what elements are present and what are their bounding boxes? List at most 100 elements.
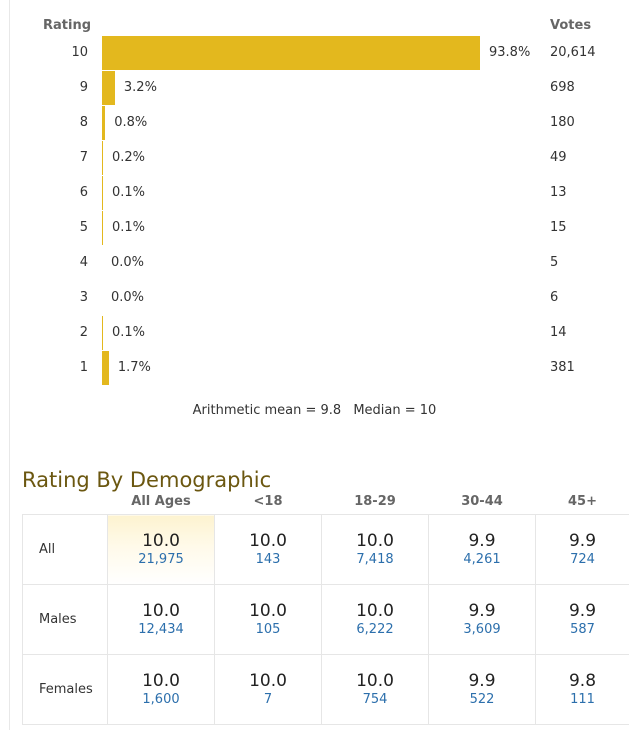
rating-value: 5 — [79, 220, 88, 235]
rating-votes: 15 — [550, 220, 567, 235]
demographic-score: 9.8 — [568, 671, 597, 691]
rating-percent: 0.2% — [112, 150, 146, 165]
demographic-cell: 10.0 754 — [321, 654, 429, 725]
demographic-cell: 10.0 143 — [214, 514, 322, 585]
demographic-vote-count-link[interactable]: 7 — [263, 692, 273, 707]
histogram-row: 3 0.0% 6 — [0, 280, 629, 315]
median: Median = 10 — [353, 403, 437, 418]
demographic-vote-count-link[interactable]: 105 — [255, 622, 281, 637]
demographic-score: 10.0 — [249, 531, 287, 551]
demographic-table: All Ages <18 18-29 30-44 45+ All 10.0 21,9… — [22, 488, 629, 725]
histogram-row: 7 0.2% 49 — [0, 140, 629, 175]
histogram-row: 8 0.8% 180 — [0, 105, 629, 140]
demographic-row-label: Females — [22, 654, 108, 725]
rating-votes: 180 — [550, 115, 575, 130]
left-edge-rule — [9, 0, 10, 730]
arithmetic-mean: Arithmetic mean = 9.8 — [192, 403, 342, 418]
rating-value: 9 — [79, 80, 88, 95]
demographic-section-title: Rating By Demographic — [22, 468, 272, 493]
histogram-row: 10 93.8% 20,614 — [0, 35, 629, 70]
rating-votes: 6 — [550, 290, 559, 305]
demographic-row: All 10.0 21,975 10.0 143 10.0 7,418 9.9 4,261 9.9… — [22, 514, 629, 585]
demographic-score: 9.9 — [468, 671, 496, 691]
demographic-cell: 9.9 3,609 — [428, 584, 536, 655]
column-header-18-29: 18-29 — [354, 493, 396, 509]
demographic-score: 10.0 — [356, 531, 394, 551]
demographic-vote-count-link[interactable]: 1,600 — [142, 692, 180, 707]
demographic-vote-count-link[interactable]: 111 — [570, 692, 595, 707]
demographic-vote-count-link[interactable]: 143 — [255, 552, 281, 567]
rating-votes: 5 — [550, 255, 559, 270]
demographic-row-label: Males — [22, 584, 108, 655]
rating-bar — [102, 176, 103, 210]
demographic-vote-count-link[interactable]: 3,609 — [463, 622, 501, 637]
demographic-cell: 10.0 105 — [214, 584, 322, 655]
rating-value: 2 — [79, 325, 88, 340]
demographic-cell: 10.0 1,600 — [107, 654, 215, 725]
demographic-vote-count-link[interactable]: 7,418 — [356, 552, 394, 567]
demographic-vote-count-link[interactable]: 587 — [570, 622, 595, 637]
demographic-cell: 10.0 6,222 — [321, 584, 429, 655]
demographic-score: 10.0 — [142, 531, 180, 551]
rating-percent: 0.1% — [112, 220, 146, 235]
rating-stats: Arithmetic mean = 9.8 Median = 10 — [0, 403, 629, 418]
demographic-row-label: All — [22, 514, 108, 585]
rating-votes: 13 — [550, 185, 567, 200]
demographic-score: 10.0 — [142, 601, 180, 621]
rating-bar — [102, 351, 109, 385]
rating-value: 3 — [79, 290, 88, 305]
rating-column-header: Rating — [43, 18, 92, 33]
rating-votes: 49 — [550, 150, 567, 165]
rating-votes: 20,614 — [550, 45, 596, 60]
rating-bar — [102, 141, 103, 175]
demographic-vote-count-link[interactable]: 4,261 — [463, 552, 501, 567]
demographic-vote-count-link[interactable]: 12,434 — [138, 622, 184, 637]
demographic-score: 9.9 — [568, 601, 597, 621]
rating-votes: 381 — [550, 360, 575, 375]
rating-percent: 3.2% — [123, 80, 157, 95]
demographic-vote-count-link[interactable]: 21,975 — [138, 552, 184, 567]
corner-cell — [23, 488, 108, 515]
rating-bar — [102, 106, 106, 140]
demographic-header-row: All Ages <18 18-29 30-44 45+ — [23, 488, 629, 515]
column-header-45-plus: 45+ — [568, 493, 597, 509]
column-header-30-44: 30-44 — [461, 493, 503, 509]
rating-bar — [102, 211, 103, 245]
votes-column-header: Votes — [550, 18, 592, 33]
demographic-vote-count-link[interactable]: 6,222 — [356, 622, 394, 637]
demographic-vote-count-link[interactable]: 754 — [362, 692, 388, 707]
rating-percent: 0.0% — [111, 290, 145, 305]
rating-bar — [102, 36, 480, 70]
demographic-row: Males 10.0 12,434 10.0 105 10.0 6,222 9.9 3,609 9… — [22, 584, 629, 655]
demographic-cell: 10.0 12,434 — [107, 584, 215, 655]
rating-value: 8 — [79, 115, 88, 130]
rating-value: 4 — [79, 255, 88, 270]
rating-value: 1 — [79, 360, 88, 375]
demographic-score: 10.0 — [249, 671, 287, 691]
rating-votes: 14 — [550, 325, 567, 340]
demographic-vote-count-link[interactable]: 724 — [570, 552, 595, 567]
demographic-cell: 10.0 21,975 — [107, 514, 215, 585]
demographic-vote-count-link[interactable]: 522 — [469, 692, 495, 707]
histogram-row: 4 0.0% 5 — [0, 245, 629, 280]
column-header-under-18: <18 — [253, 493, 283, 509]
histogram-row: 6 0.1% 13 — [0, 175, 629, 210]
demographic-cell: 9.9 724 — [535, 514, 629, 585]
rating-bar — [102, 71, 115, 105]
rating-bar — [102, 316, 103, 350]
demographic-body: All 10.0 21,975 10.0 143 10.0 7,418 9.9 4,261 9.9… — [22, 514, 629, 725]
demographic-cell: 9.8 111 — [535, 654, 629, 725]
demographic-score: 9.9 — [568, 531, 597, 551]
demographic-score: 10.0 — [356, 601, 394, 621]
demographic-cell: 9.9 4,261 — [428, 514, 536, 585]
rating-percent: 1.7% — [117, 360, 151, 375]
rating-percent: 0.0% — [111, 255, 145, 270]
rating-value: 6 — [79, 185, 88, 200]
rating-percent: 0.1% — [112, 325, 146, 340]
rating-value: 7 — [79, 150, 88, 165]
histogram-row: 2 0.1% 14 — [0, 315, 629, 350]
demographic-cell: 10.0 7,418 — [321, 514, 429, 585]
demographic-score: 9.9 — [468, 601, 496, 621]
demographic-cell: 10.0 7 — [214, 654, 322, 725]
histogram-row: 5 0.1% 15 — [0, 210, 629, 245]
